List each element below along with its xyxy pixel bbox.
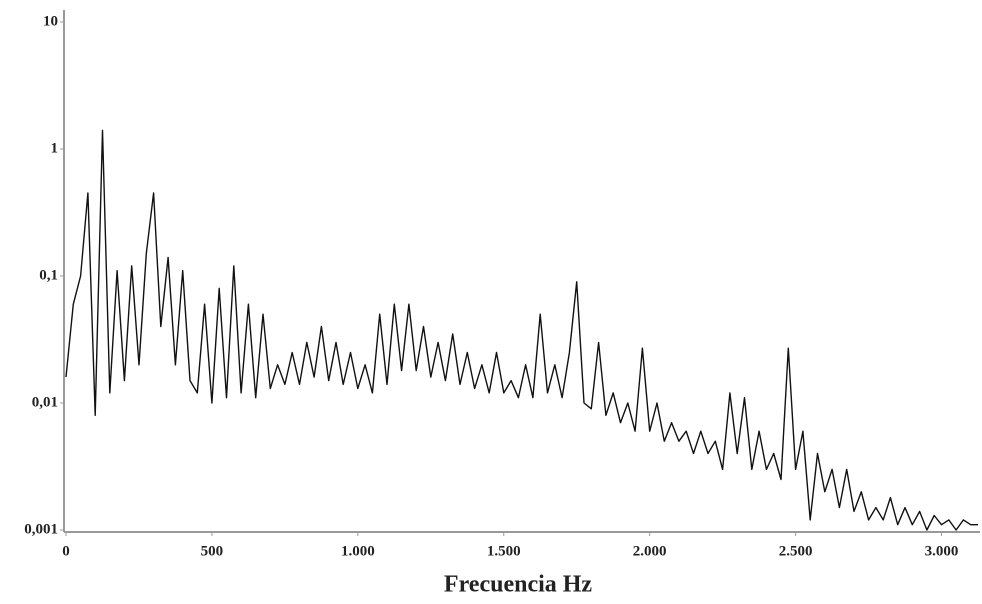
x-tick-label: 2.000: [633, 543, 667, 559]
y-tick-label: 0,1: [39, 267, 58, 283]
y-tick-label: 1: [51, 140, 59, 156]
x-tick-label: 1.000: [341, 543, 375, 559]
x-axis-title: Frecuencia Hz: [444, 572, 593, 598]
spectrum-line: [65, 129, 978, 531]
y-tick-label: 0,001: [24, 521, 58, 537]
x-tick-label: 3.000: [925, 543, 959, 559]
x-tick-label: 500: [201, 543, 224, 559]
y-tick-label: 0,01: [32, 394, 58, 410]
x-tick-label: 2.500: [779, 543, 813, 559]
y-tick-label: 10: [43, 13, 58, 29]
x-tick-label: 0: [62, 543, 70, 559]
x-tick-label: 1.500: [487, 543, 521, 559]
